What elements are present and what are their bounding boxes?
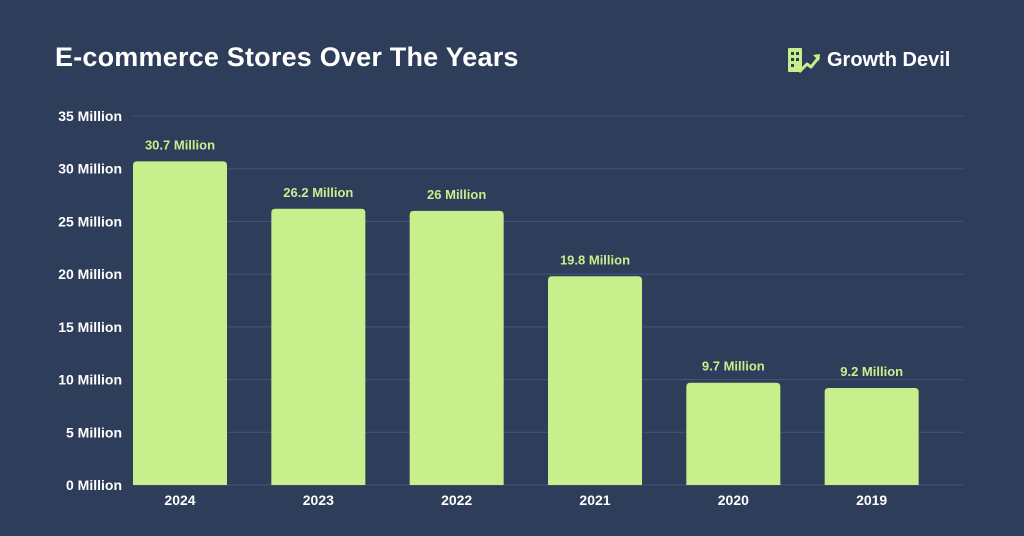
bar <box>686 382 781 485</box>
y-tick-label: 5 Million <box>66 424 122 440</box>
bar <box>409 210 504 485</box>
bar <box>548 276 642 485</box>
growth-devil-logo-icon <box>788 48 821 74</box>
bar <box>271 208 366 485</box>
y-tick-label: 35 Million <box>58 108 122 124</box>
y-tick-label: 0 Million <box>66 477 122 493</box>
brand: Growth Devil <box>785 40 950 80</box>
data-label: 30.7 Million <box>145 137 215 152</box>
x-tick-label: 2021 <box>579 492 610 508</box>
bar <box>133 161 227 485</box>
data-label: 26.2 Million <box>283 185 353 200</box>
x-tick-label: 2020 <box>718 492 749 508</box>
x-tick-label: 2022 <box>441 492 472 508</box>
y-tick-label: 15 Million <box>58 319 122 335</box>
data-label: 19.8 Million <box>560 252 630 267</box>
y-tick-label: 20 Million <box>58 266 122 282</box>
y-tick-label: 10 Million <box>58 372 122 388</box>
data-label: 9.2 Million <box>840 364 903 379</box>
y-tick-label: 30 Million <box>58 161 122 177</box>
x-tick-label: 2019 <box>856 492 887 508</box>
x-tick-label: 2023 <box>303 492 334 508</box>
y-tick-label: 25 Million <box>58 213 122 229</box>
chart-title: E-commerce Stores Over The Years <box>55 42 519 72</box>
bar <box>824 388 919 485</box>
brand-name: Growth Devil <box>827 48 951 71</box>
data-label: 26 Million <box>427 187 486 202</box>
data-label: 9.7 Million <box>702 359 765 374</box>
x-tick-label: 2024 <box>164 492 195 508</box>
